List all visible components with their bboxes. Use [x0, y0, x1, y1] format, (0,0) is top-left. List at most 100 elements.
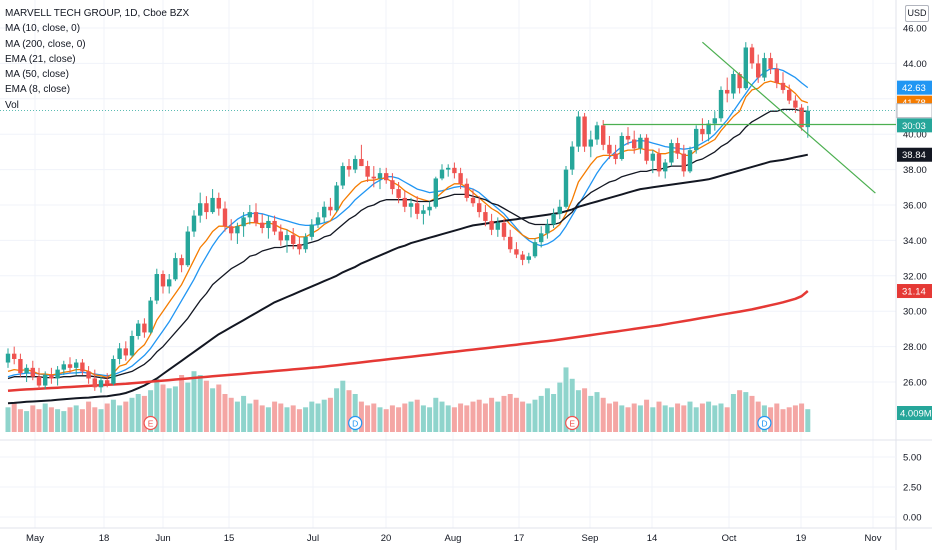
price-tick-label: 26.00	[903, 378, 927, 389]
candle	[49, 367, 54, 384]
volume-bar	[544, 388, 550, 432]
volume-bars	[5, 367, 811, 432]
legend-ma200[interactable]: MA (200, close, 0)	[5, 38, 86, 50]
candle	[700, 118, 705, 142]
volume-bar	[532, 399, 538, 432]
volume-bar	[501, 395, 507, 432]
badge-bg	[897, 147, 932, 162]
candle-body	[557, 206, 562, 214]
candle-body	[700, 128, 705, 135]
candle	[749, 43, 755, 69]
candle-body	[396, 189, 401, 198]
volume-bar	[92, 407, 98, 432]
time-tick-label: 19	[796, 533, 807, 544]
legend-ema8[interactable]: EMA (8, close)	[5, 84, 71, 96]
legend-ema21[interactable]: EMA (21, close)	[5, 53, 76, 65]
candle-body	[787, 89, 792, 101]
candle	[477, 196, 482, 218]
candle	[539, 226, 544, 248]
candle-body	[526, 256, 531, 260]
volume-bar	[36, 409, 42, 432]
candle	[222, 201, 228, 232]
marker-circle	[757, 415, 772, 431]
dividend-marker[interactable]: D	[757, 415, 772, 431]
candle	[18, 353, 23, 377]
candle	[291, 228, 296, 250]
legend-vol[interactable]: Vol	[5, 99, 19, 111]
candle	[805, 105, 810, 138]
candle-body	[216, 197, 221, 209]
candle-body	[315, 217, 321, 225]
candle-body	[687, 150, 693, 172]
candle	[452, 162, 457, 179]
volume-bar	[724, 407, 730, 432]
candle	[737, 72, 742, 94]
candle	[520, 251, 525, 266]
candle	[681, 144, 686, 177]
time-tick-label: Jun	[155, 533, 170, 544]
candle	[501, 219, 507, 241]
time-tick-label: 18	[99, 533, 110, 544]
candle	[117, 343, 122, 365]
candle-body	[148, 300, 153, 333]
candle-body	[483, 212, 488, 221]
candle-body	[501, 222, 507, 237]
candle	[30, 360, 35, 381]
price-tick-label: 30.00	[903, 307, 927, 318]
candle-body	[111, 358, 116, 384]
candle-body	[185, 231, 190, 266]
candle-body	[12, 353, 17, 359]
candle	[408, 197, 414, 218]
volume-bar	[693, 407, 699, 432]
candle-body	[24, 367, 29, 374]
time-tick-label: 17	[514, 533, 525, 544]
volume-bar	[148, 390, 154, 432]
badge-bg	[897, 80, 932, 95]
candle	[390, 173, 395, 195]
candle-body	[439, 169, 445, 179]
symbol-title[interactable]: MARVELL TECH GROUP, 1D, Cboe BZX	[5, 8, 190, 19]
dividend-marker[interactable]: D	[348, 415, 363, 431]
candle	[514, 242, 519, 259]
volume-bar	[253, 399, 259, 432]
candle-body	[92, 378, 97, 388]
candle	[706, 120, 711, 142]
time-tick-label: Sep	[582, 533, 599, 544]
volume-bar	[606, 403, 612, 432]
volume-bar	[358, 401, 364, 432]
candle-body	[253, 212, 259, 223]
candle-body	[353, 158, 358, 170]
candle	[625, 127, 631, 145]
earnings-marker[interactable]: E	[143, 415, 158, 431]
volume-bar	[755, 401, 761, 432]
candle	[551, 208, 556, 229]
volume-bar	[718, 403, 724, 432]
candle-body	[74, 362, 79, 368]
legend-ma50[interactable]: MA (50, close)	[5, 69, 69, 81]
volume-bar	[303, 407, 309, 432]
candle	[136, 320, 141, 340]
candle-body	[737, 74, 742, 89]
volume-bar	[594, 392, 600, 432]
candle	[5, 348, 11, 368]
legend-ma10[interactable]: MA (10, close, 0)	[5, 23, 81, 35]
currency-button[interactable]: USD	[905, 5, 929, 22]
earnings-marker[interactable]: E	[565, 415, 580, 431]
badge-text: 38.84	[902, 150, 926, 161]
candle-body	[5, 353, 11, 363]
volume-bar	[160, 384, 166, 432]
volume-bar	[687, 401, 693, 432]
volume-bar	[383, 409, 389, 432]
osc-tick-label: 2.50	[903, 483, 922, 494]
price-badge-volume: 4.009M	[897, 406, 932, 420]
candle	[253, 203, 259, 227]
candle	[359, 144, 364, 167]
candle-body	[706, 123, 711, 135]
volume-bar	[309, 401, 315, 432]
price-tick-label: 44.00	[903, 59, 927, 70]
candle-body	[551, 213, 556, 225]
candle	[98, 376, 104, 393]
candle-body	[43, 374, 48, 386]
